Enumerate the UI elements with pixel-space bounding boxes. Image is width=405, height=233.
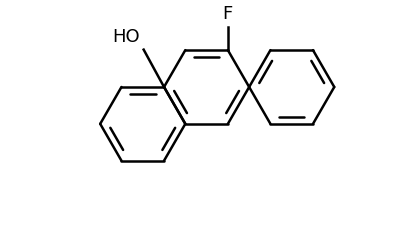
Text: HO: HO [112, 27, 140, 45]
Text: F: F [223, 5, 233, 24]
